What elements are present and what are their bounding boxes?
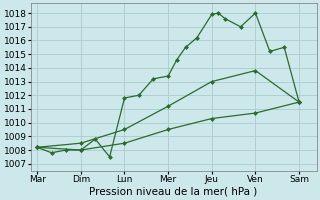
X-axis label: Pression niveau de la mer( hPa ): Pression niveau de la mer( hPa ) — [90, 187, 258, 197]
